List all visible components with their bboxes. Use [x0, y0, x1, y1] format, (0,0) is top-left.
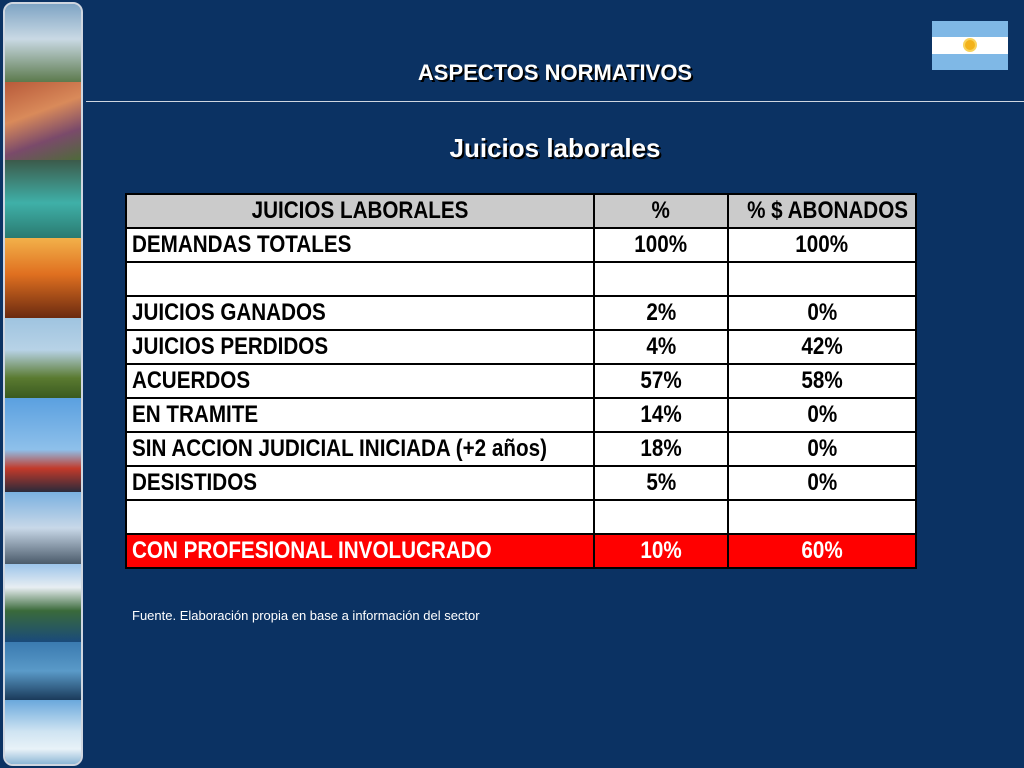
row-label: CON PROFESIONAL INVOLUCRADO	[125, 533, 595, 569]
row-paid: 0%	[727, 397, 917, 433]
table-row: DEMANDAS TOTALES 100% 100%	[125, 227, 917, 263]
table-row	[125, 499, 917, 535]
row-label: DEMANDAS TOTALES	[125, 227, 595, 263]
argentina-flag-icon	[932, 21, 1008, 70]
row-label	[125, 261, 595, 297]
row-paid: 0%	[727, 465, 917, 501]
row-paid: 42%	[727, 329, 917, 365]
table-row: SIN ACCION JUDICIAL INICIADA (+2 años) 1…	[125, 431, 917, 467]
row-pct: 4%	[593, 329, 729, 365]
row-pct	[593, 261, 729, 297]
row-pct	[593, 499, 729, 535]
row-paid	[727, 261, 917, 297]
row-pct: 5%	[593, 465, 729, 501]
city-skyline-photo	[5, 492, 81, 564]
table-row: DESISTIDOS 5% 0%	[125, 465, 917, 501]
obelisk-tango-photo	[5, 398, 81, 492]
row-label: ACUERDOS	[125, 363, 595, 399]
row-label: DESISTIDOS	[125, 465, 595, 501]
row-label: SIN ACCION JUDICIAL INICIADA (+2 años)	[125, 431, 595, 467]
header-cell-pct: %	[593, 193, 729, 229]
pampas-cattle-photo	[5, 318, 81, 398]
table-row: JUICIOS PERDIDOS 4% 42%	[125, 329, 917, 365]
table-row-highlight: CON PROFESIONAL INVOLUCRADO 10% 60%	[125, 533, 917, 569]
glacier-photo	[5, 700, 81, 764]
lawsuits-table: JUICIOS LABORALES % % $ ABONADOS DEMANDA…	[125, 193, 917, 569]
photo-strip	[3, 2, 83, 766]
table-row: JUICIOS GANADOS 2% 0%	[125, 295, 917, 331]
waterfall-photo	[5, 4, 81, 82]
header-title: ASPECTOS NORMATIVOS	[417, 60, 693, 85]
sun-icon	[965, 40, 975, 51]
row-pct: 10%	[593, 533, 729, 569]
row-paid: 60%	[727, 533, 917, 569]
row-label: JUICIOS GANADOS	[125, 295, 595, 331]
header-cell-paid: % $ ABONADOS	[727, 193, 917, 229]
row-pct: 2%	[593, 295, 729, 331]
table-row	[125, 261, 917, 297]
row-pct: 57%	[593, 363, 729, 399]
row-paid: 0%	[727, 295, 917, 331]
row-paid: 100%	[727, 227, 917, 263]
row-label	[125, 499, 595, 535]
source-note: Fuente. Elaboración propia en base a inf…	[132, 608, 480, 623]
row-label: JUICIOS PERDIDOS	[125, 329, 595, 365]
table-header-row: JUICIOS LABORALES % % $ ABONADOS	[125, 193, 917, 229]
header-cell-label: JUICIOS LABORALES	[125, 193, 595, 229]
row-paid: 0%	[727, 431, 917, 467]
slide-subtitle: Juicios laborales	[449, 133, 661, 163]
row-pct: 14%	[593, 397, 729, 433]
row-pct: 100%	[593, 227, 729, 263]
table-row: ACUERDOS 57% 58%	[125, 363, 917, 399]
row-paid	[727, 499, 917, 535]
whale-photo	[5, 642, 81, 700]
row-pct: 18%	[593, 431, 729, 467]
divider-line	[86, 101, 1024, 102]
river-photo	[5, 160, 81, 238]
table-row: EN TRAMITE 14% 0%	[125, 397, 917, 433]
mountains-photo	[5, 82, 81, 160]
row-label: EN TRAMITE	[125, 397, 595, 433]
row-paid: 58%	[727, 363, 917, 399]
lake-forest-photo	[5, 564, 81, 642]
sunset-palms-photo	[5, 238, 81, 318]
